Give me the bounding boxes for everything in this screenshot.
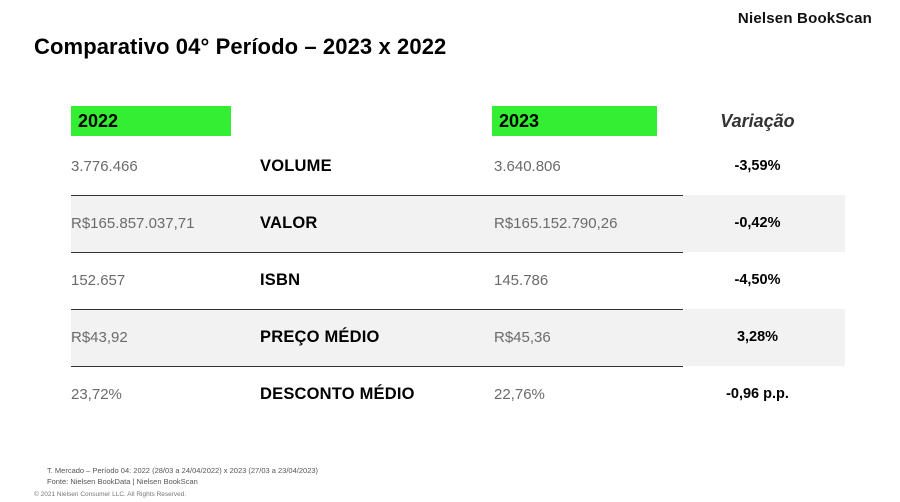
- row-divider: [71, 309, 683, 310]
- page-title: Comparativo 04° Período – 2023 x 2022: [34, 34, 447, 59]
- value-2022: 3.776.466: [71, 158, 138, 175]
- variation-value: -0,42%: [734, 215, 781, 231]
- header-2022: 2022: [71, 106, 231, 136]
- value-2022: 23,72%: [71, 386, 122, 403]
- metric-label: PREÇO MÉDIO: [260, 328, 380, 346]
- variation-value: -4,50%: [734, 272, 781, 288]
- value-2023: 22,76%: [494, 386, 545, 403]
- header-2023: 2023: [492, 106, 657, 136]
- copyright-notice: © 2021 Nielsen Consumer LLC. All Rights …: [34, 491, 187, 498]
- value-2023: R$165.152.790,26: [494, 215, 618, 232]
- value-2022: R$165.857.037,71: [71, 215, 195, 232]
- row-divider: [71, 366, 683, 367]
- metric-label: DESCONTO MÉDIO: [260, 385, 415, 403]
- value-2022: 152.657: [71, 272, 126, 289]
- table-row-preco-medio: R$43,92 PREÇO MÉDIO R$45,36 3,28%: [71, 309, 845, 366]
- row-divider: [71, 195, 683, 196]
- variation-value: 3,28%: [736, 329, 779, 345]
- value-2023: 145.786: [494, 272, 549, 289]
- brand-logo-text: Nielsen BookScan: [737, 10, 872, 27]
- table-row-volume: 3.776.466 VOLUME 3.640.806 -3,59%: [71, 138, 845, 195]
- value-2022: R$43,92: [71, 329, 128, 346]
- metric-label: ISBN: [260, 271, 301, 289]
- value-2023: 3.640.806: [494, 158, 561, 175]
- table-row-isbn: 152.657 ISBN 145.786 -4,50%: [71, 252, 845, 309]
- variation-value: -0,96 p.p.: [726, 386, 789, 402]
- value-2023: R$45,36: [494, 329, 551, 346]
- header-variation: Variação: [720, 111, 795, 131]
- table-row-valor: R$165.857.037,71 VALOR R$165.152.790,26 …: [71, 195, 845, 252]
- metric-label: VOLUME: [260, 157, 332, 175]
- variation-value: -3,59%: [734, 158, 781, 174]
- footnote-period: T. Mercado – Período 04: 2022 (28/03 a 2…: [47, 466, 319, 475]
- table-row-desconto-medio: 23,72% DESCONTO MÉDIO 22,76% -0,96 p.p.: [71, 366, 845, 423]
- metric-label: VALOR: [260, 214, 318, 232]
- row-divider: [71, 252, 683, 253]
- footnote-source: Fonte: Nielsen BookData | Nielsen BookSc…: [47, 477, 198, 486]
